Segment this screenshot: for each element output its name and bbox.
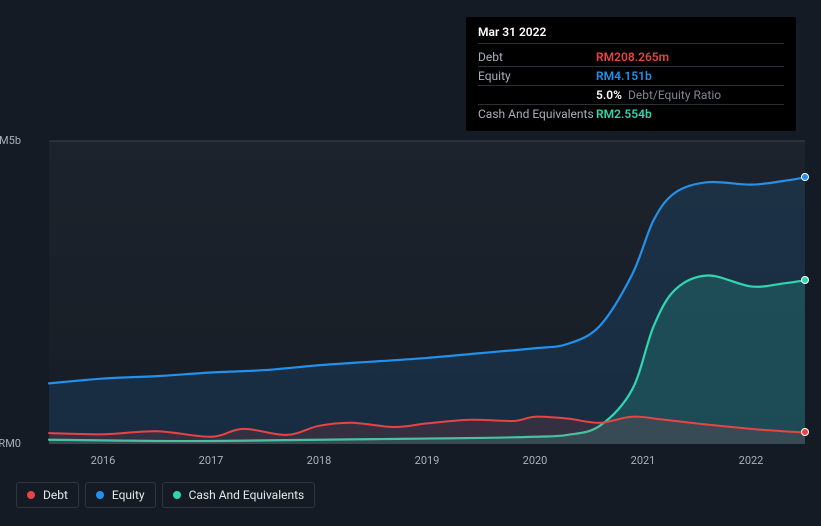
x-axis-label: 2022: [739, 454, 764, 467]
tooltip-value: RM208.265m: [596, 50, 784, 64]
legend-item[interactable]: Debt: [16, 482, 79, 508]
chart-plot[interactable]: [49, 141, 805, 444]
tooltip-value: 5.0%Debt/Equity Ratio: [596, 88, 784, 102]
legend-dot-icon: [173, 491, 181, 499]
legend-label: Cash And Equivalents: [189, 488, 305, 502]
x-axis-label: 2020: [523, 454, 548, 467]
x-axis-label: 2017: [199, 454, 224, 467]
legend-dot-icon: [27, 491, 35, 499]
series-end-marker: [801, 428, 809, 436]
legend-label: Equity: [112, 488, 145, 502]
tooltip-value: RM4.151b: [596, 69, 784, 83]
tooltip-label: Cash And Equivalents: [478, 107, 596, 121]
chart-tooltip: Mar 31 2022 DebtRM208.265mEquityRM4.151b…: [466, 17, 796, 131]
legend-item[interactable]: Cash And Equivalents: [162, 482, 316, 508]
tooltip-row: 5.0%Debt/Equity Ratio: [478, 86, 784, 105]
tooltip-row: DebtRM208.265m: [478, 48, 784, 67]
chart-legend: Debt Equity Cash And Equivalents: [16, 482, 315, 508]
legend-dot-icon: [96, 491, 104, 499]
y-axis-label: RM0: [0, 437, 21, 450]
x-axis-label: 2018: [307, 454, 332, 467]
legend-label: Debt: [43, 488, 68, 502]
series-end-marker: [801, 173, 809, 181]
y-axis-label: RM5b: [0, 134, 21, 147]
tooltip-value: RM2.554b: [596, 107, 784, 121]
tooltip-label: [478, 88, 596, 102]
tooltip-row: EquityRM4.151b: [478, 67, 784, 86]
x-axis-label: 2016: [91, 454, 116, 467]
tooltip-label: Equity: [478, 69, 596, 83]
x-axis-label: 2019: [415, 454, 440, 467]
tooltip-label: Debt: [478, 50, 596, 64]
tooltip-date: Mar 31 2022: [478, 25, 784, 44]
chart-area: RM5bRM0 2016201720182019202020212022: [16, 120, 805, 464]
x-axis-label: 2021: [631, 454, 656, 467]
legend-item[interactable]: Equity: [85, 482, 156, 508]
x-axis: 2016 2017 2018 2019 2020 2021 2022: [49, 450, 805, 470]
series-end-marker: [801, 276, 809, 284]
